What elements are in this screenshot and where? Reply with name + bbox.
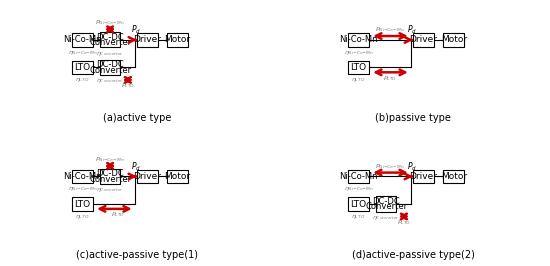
- Text: $P_{LTO}$: $P_{LTO}$: [121, 82, 135, 90]
- Bar: [100, 169, 120, 184]
- Text: LTO: LTO: [74, 200, 91, 209]
- Text: $P_{LTO}$: $P_{LTO}$: [397, 218, 411, 227]
- Bar: [72, 197, 93, 211]
- Text: (d)active-passive type(2): (d)active-passive type(2): [351, 250, 475, 260]
- Text: $P_{LTO}$: $P_{LTO}$: [111, 210, 125, 219]
- Text: Converter: Converter: [89, 175, 131, 184]
- Bar: [348, 61, 369, 74]
- Bar: [72, 61, 93, 74]
- Text: $\eta_{LTO}$: $\eta_{LTO}$: [75, 76, 90, 84]
- Text: Motor: Motor: [164, 172, 191, 181]
- Text: Motor: Motor: [164, 35, 191, 44]
- Text: Driver: Driver: [409, 35, 437, 44]
- Text: Motor: Motor: [441, 35, 467, 44]
- Text: $P_d$: $P_d$: [407, 160, 417, 173]
- Text: Converter: Converter: [89, 66, 131, 75]
- Bar: [137, 169, 158, 183]
- Text: Ni-Co-Mn: Ni-Co-Mn: [63, 35, 102, 44]
- Text: LTO: LTO: [350, 63, 367, 72]
- Text: (c)active-passive type(1): (c)active-passive type(1): [76, 250, 198, 260]
- Text: $\eta_{LTO}$: $\eta_{LTO}$: [351, 76, 366, 84]
- Text: LTO: LTO: [350, 200, 367, 209]
- Bar: [167, 33, 188, 47]
- Text: (a)active type: (a)active type: [103, 113, 171, 123]
- Text: $P_d$: $P_d$: [131, 23, 141, 36]
- Text: DC-DC: DC-DC: [96, 169, 124, 178]
- Text: Driver: Driver: [409, 172, 437, 181]
- Bar: [72, 169, 93, 183]
- Bar: [72, 33, 93, 47]
- Text: Ni-Co-Mn: Ni-Co-Mn: [339, 35, 378, 44]
- Bar: [413, 169, 434, 183]
- Bar: [137, 33, 158, 47]
- Text: Converter: Converter: [89, 38, 131, 47]
- Bar: [413, 33, 434, 47]
- Text: Driver: Driver: [133, 172, 161, 181]
- Bar: [376, 197, 397, 212]
- Text: $\eta_{LTO}$: $\eta_{LTO}$: [351, 213, 366, 221]
- Text: $\eta_{Ni\mathrm{-}Co\mathrm{-}Mn}$: $\eta_{Ni\mathrm{-}Co\mathrm{-}Mn}$: [344, 185, 373, 193]
- Bar: [348, 197, 369, 211]
- Text: DC-DC: DC-DC: [96, 60, 124, 69]
- Text: DC-DC: DC-DC: [372, 197, 400, 206]
- Text: $P_{LTO}$: $P_{LTO}$: [383, 74, 397, 83]
- Text: $\eta_{Ni\mathrm{-}Co\mathrm{-}Mn}$: $\eta_{Ni\mathrm{-}Co\mathrm{-}Mn}$: [344, 49, 373, 57]
- Text: Ni-Co-Mn: Ni-Co-Mn: [63, 172, 102, 181]
- Bar: [348, 169, 369, 183]
- Bar: [348, 33, 369, 47]
- Text: $\eta_{Converter}$: $\eta_{Converter}$: [96, 77, 124, 85]
- Bar: [443, 169, 464, 183]
- Text: Driver: Driver: [133, 35, 161, 44]
- Text: $P_{Ni\mathrm{-}Co\mathrm{-}Mn}$: $P_{Ni\mathrm{-}Co\mathrm{-}Mn}$: [95, 155, 125, 164]
- Text: $P_d$: $P_d$: [407, 23, 417, 36]
- Bar: [443, 33, 464, 47]
- Text: $P_d$: $P_d$: [131, 160, 141, 173]
- Text: $P_{Ni\mathrm{-}Co\mathrm{-}Mn}$: $P_{Ni\mathrm{-}Co\mathrm{-}Mn}$: [375, 25, 405, 34]
- Text: $\eta_{Converter}$: $\eta_{Converter}$: [96, 186, 124, 194]
- Text: $\eta_{Converter}$: $\eta_{Converter}$: [96, 49, 124, 57]
- Text: $\eta_{Ni\mathrm{-}Co\mathrm{-}Mn}$: $\eta_{Ni\mathrm{-}Co\mathrm{-}Mn}$: [68, 49, 97, 57]
- Text: $P_{Ni\mathrm{-}Co\mathrm{-}Mn}$: $P_{Ni\mathrm{-}Co\mathrm{-}Mn}$: [95, 18, 125, 27]
- Text: DC-DC: DC-DC: [96, 33, 124, 42]
- Text: (b)passive type: (b)passive type: [375, 113, 451, 123]
- Text: $\eta_{Converter}$: $\eta_{Converter}$: [372, 214, 400, 222]
- Text: $P_{Ni\mathrm{-}Co\mathrm{-}Mn}$: $P_{Ni\mathrm{-}Co\mathrm{-}Mn}$: [375, 162, 405, 171]
- Text: LTO: LTO: [74, 63, 91, 72]
- Bar: [100, 60, 120, 75]
- Text: $\eta_{LTO}$: $\eta_{LTO}$: [75, 213, 90, 221]
- Text: Ni-Co-Mn: Ni-Co-Mn: [339, 172, 378, 181]
- Text: $\eta_{Ni\mathrm{-}Co\mathrm{-}Mn}$: $\eta_{Ni\mathrm{-}Co\mathrm{-}Mn}$: [68, 185, 97, 193]
- Text: Motor: Motor: [441, 172, 467, 181]
- Text: Converter: Converter: [365, 202, 407, 211]
- Bar: [100, 32, 120, 48]
- Bar: [167, 169, 188, 183]
